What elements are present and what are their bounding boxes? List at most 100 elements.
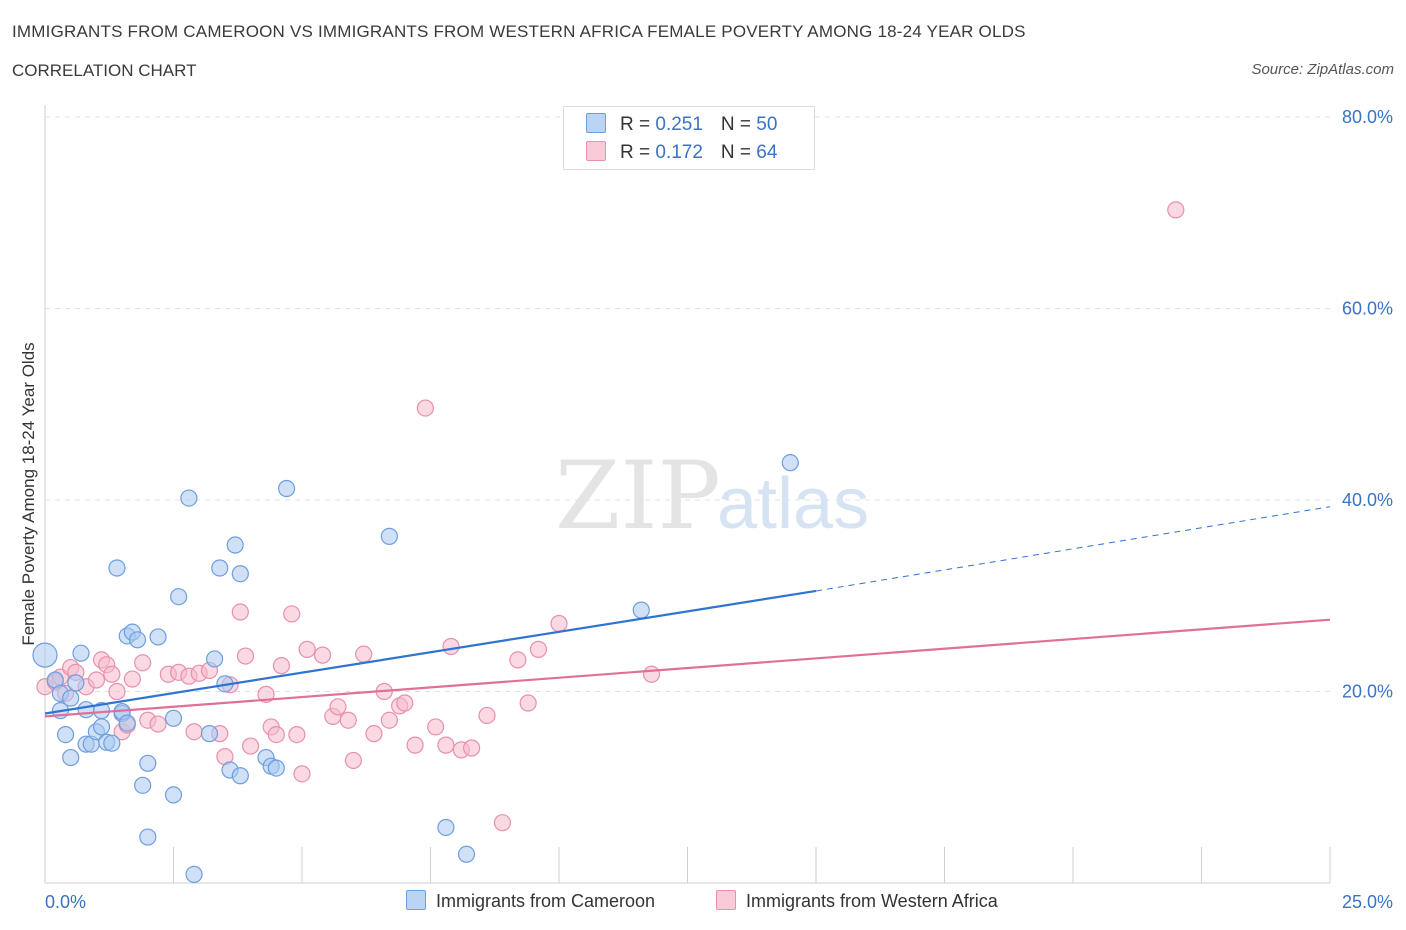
- data-point-cameroon: [118, 714, 136, 732]
- data-point-western-africa: [365, 725, 383, 743]
- y-tick-label: 60.0%: [1342, 299, 1393, 319]
- data-point-western-africa: [442, 637, 460, 656]
- data-point-western-africa: [355, 645, 373, 663]
- data-point-cameroon: [62, 748, 80, 767]
- data-point-western-africa: [272, 657, 291, 675]
- y-tick-label: 20.0%: [1342, 682, 1393, 702]
- data-point-western-africa: [123, 670, 141, 688]
- data-point-western-africa: [642, 665, 661, 683]
- legend-swatch-cameroon: [586, 113, 606, 133]
- bottom-legend-western-africa: Immigrants from Western Africa: [716, 890, 998, 912]
- legend-swatch-western-africa: [586, 141, 606, 161]
- data-point-cameroon: [139, 828, 157, 846]
- correlation-legend: R = 0.251 N = 50 R = 0.172 N = 64: [563, 106, 815, 170]
- data-point-cameroon: [185, 865, 203, 883]
- data-point-western-africa: [478, 706, 496, 725]
- data-point-cameroon: [231, 565, 249, 583]
- legend-row-cameroon: R = 0.251 N = 50: [586, 113, 777, 135]
- data-point-cameroon: [92, 718, 111, 736]
- data-point-cameroon: [781, 454, 799, 472]
- data-point-cameroon: [180, 489, 198, 507]
- data-point-cameroon: [267, 759, 285, 777]
- bottom-legend-swatch-cameroon: [406, 890, 426, 910]
- bottom-legend-cameroon: Immigrants from Cameroon: [406, 890, 655, 912]
- legend-r-label: R =: [620, 142, 656, 163]
- data-point-western-africa: [329, 698, 347, 716]
- data-point-cameroon: [211, 559, 229, 577]
- data-point-cameroon: [62, 689, 80, 707]
- legend-row-western-africa: R = 0.172 N = 64: [586, 141, 777, 163]
- chart-subtitle: CORRELATION CHART: [12, 61, 197, 80]
- data-point-western-africa: [283, 605, 301, 623]
- data-point-cameroon: [277, 479, 296, 498]
- data-point-western-africa: [463, 739, 481, 757]
- data-point-cameroon: [139, 754, 157, 772]
- data-point-western-africa: [529, 640, 548, 658]
- data-point-western-africa: [103, 665, 121, 683]
- data-point-western-africa: [87, 671, 106, 689]
- watermark-zip: ZIP: [555, 442, 721, 551]
- x-tick-labels: 0.0% 25.0%: [45, 892, 1393, 912]
- data-point-cameroon: [164, 786, 183, 804]
- data-point-cameroon: [149, 628, 167, 646]
- data-point-western-africa: [149, 715, 167, 733]
- series-cameroon: [32, 454, 799, 883]
- data-point-cameroon: [231, 767, 249, 785]
- data-point-western-africa: [339, 711, 357, 729]
- data-point-western-africa: [185, 723, 203, 741]
- data-point-western-africa: [493, 814, 512, 832]
- data-point-cameroon: [632, 601, 650, 619]
- trend-line-cameroon-extension: [815, 506, 1331, 592]
- legend-n-label: N =: [720, 114, 757, 135]
- data-point-western-africa: [267, 725, 285, 744]
- data-point-western-africa: [293, 765, 311, 783]
- data-point-western-africa: [242, 737, 260, 755]
- legend-r-value-western-africa: 0.172: [655, 142, 703, 163]
- bottom-legend-label-cameroon: Immigrants from Cameroon: [436, 891, 656, 911]
- data-point-western-africa: [134, 654, 152, 672]
- data-point-western-africa: [344, 751, 362, 770]
- y-tick-labels: 20.0% 40.0% 60.0% 80.0%: [1342, 107, 1393, 702]
- data-point-cameroon: [67, 674, 85, 692]
- source-label: Source: ZipAtlas.com: [1251, 61, 1394, 78]
- data-point-cameroon: [32, 642, 58, 668]
- data-point-cameroon: [206, 650, 224, 668]
- data-point-cameroon: [457, 845, 476, 863]
- data-point-cameroon: [200, 725, 219, 743]
- trend-line-cameroon: [44, 589, 817, 715]
- x-tick-label: 25.0%: [1342, 892, 1393, 912]
- data-point-cameroon: [164, 709, 183, 727]
- data-point-western-africa: [236, 647, 255, 665]
- data-point-western-africa: [288, 725, 306, 744]
- data-point-western-africa: [406, 736, 424, 754]
- data-point-cameroon: [134, 776, 152, 794]
- watermark-atlas: atlas: [717, 464, 869, 544]
- chart-title: IMMIGRANTS FROM CAMEROON VS IMMIGRANTS F…: [12, 22, 1026, 41]
- data-point-cameroon: [56, 725, 75, 744]
- data-point-cameroon: [103, 734, 121, 752]
- legend-r-value-cameroon: 0.251: [655, 114, 703, 135]
- data-point-cameroon: [108, 559, 126, 577]
- data-point-western-africa: [437, 736, 455, 754]
- legend-r-label: R =: [620, 114, 656, 135]
- trend-lines: [44, 506, 1331, 718]
- data-point-western-africa: [231, 603, 249, 621]
- data-point-cameroon: [380, 527, 398, 545]
- axes: [44, 105, 1331, 884]
- data-point-western-africa: [396, 694, 414, 712]
- data-point-cameroon: [170, 588, 188, 606]
- legend-n-value-western-africa: 64: [756, 142, 778, 163]
- legend-n-value-cameroon: 50: [756, 114, 778, 135]
- y-tick-label: 80.0%: [1342, 107, 1393, 127]
- data-point-western-africa: [509, 651, 527, 669]
- legend-n-label: N =: [720, 142, 757, 163]
- data-point-western-africa: [416, 399, 434, 417]
- data-point-cameroon: [77, 701, 95, 719]
- y-axis-title: Female Poverty Among 18-24 Year Olds: [19, 342, 38, 645]
- data-point-cameroon: [72, 644, 90, 662]
- bottom-legend-label-western-africa: Immigrants from Western Africa: [746, 891, 998, 911]
- y-tick-label: 40.0%: [1342, 490, 1393, 510]
- data-point-cameroon: [128, 631, 147, 649]
- data-point-cameroon: [226, 536, 244, 554]
